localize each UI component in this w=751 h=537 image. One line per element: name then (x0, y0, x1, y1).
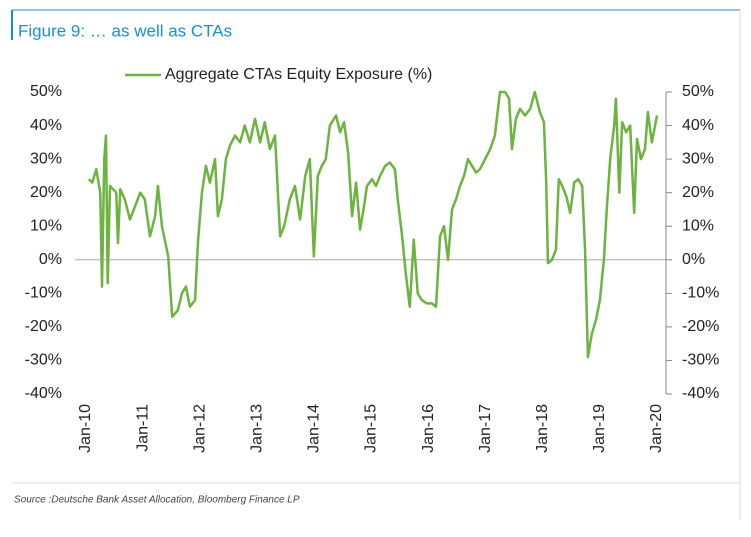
y2-tick-label: 0% (682, 251, 705, 268)
y2-tick-label: 10% (682, 217, 714, 234)
legend-label: Aggregate CTAs Equity Exposure (%) (165, 66, 432, 83)
x-tick-label: Jan-17 (477, 404, 494, 453)
y-tick-label: 40% (30, 117, 62, 134)
x-tick-label: Jan-18 (534, 404, 551, 453)
y-tick-label: 0% (39, 251, 62, 268)
source: Source :Deutsche Bank Asset Allocation, … (14, 495, 300, 506)
y-tick-label: 50% (30, 83, 62, 100)
y-tick-label: 10% (30, 217, 62, 234)
x-tick-label: Jan-15 (363, 404, 380, 453)
y-tick-label: -40% (25, 385, 62, 402)
x-tick-label: Jan-16 (420, 404, 437, 453)
x-tick-label: Jan-12 (191, 404, 208, 453)
x-tick-label: Jan-20 (648, 404, 665, 453)
y2-tick-label: -10% (682, 285, 719, 302)
y-tick-label: -30% (25, 352, 62, 369)
y2-tick-label: 40% (682, 117, 714, 134)
x-tick-label: Jan-13 (249, 404, 266, 453)
y-tick-label: 30% (30, 150, 62, 167)
chart-title: Figure 9: … as well as CTAs (18, 21, 232, 40)
y2-tick-label: -30% (682, 352, 719, 369)
y2-tick-label: -20% (682, 318, 719, 335)
x-tick-label: Jan-19 (591, 404, 608, 453)
y-tick-label: -20% (25, 318, 62, 335)
y2-tick-label: 20% (682, 184, 714, 201)
y2-tick-label: 50% (682, 83, 714, 100)
y-tick-label: 20% (30, 184, 62, 201)
y-tick-label: -10% (25, 285, 62, 302)
x-tick-label: Jan-11 (134, 404, 151, 452)
x-tick-label: Jan-10 (77, 404, 94, 453)
y2-tick-label: 30% (682, 150, 714, 167)
x-tick-label: Jan-14 (306, 404, 323, 453)
data-line (87, 90, 659, 359)
y2-tick-label: -40% (682, 385, 719, 402)
